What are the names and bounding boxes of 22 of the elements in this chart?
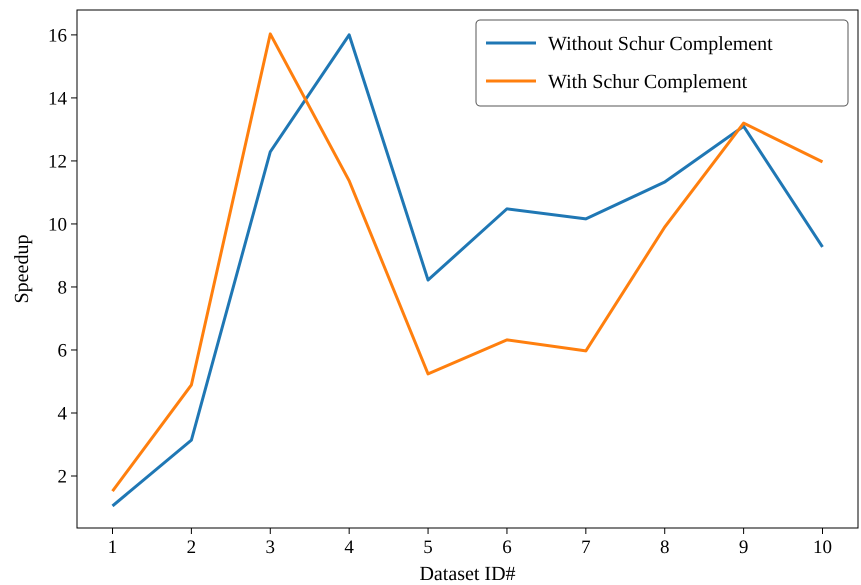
y-tick-label: 12 bbox=[48, 152, 67, 173]
x-tick-label: 6 bbox=[502, 537, 512, 558]
y-tick-label: 14 bbox=[48, 88, 68, 110]
y-tick-label: 10 bbox=[48, 214, 67, 236]
y-tick-label: 4 bbox=[58, 404, 68, 425]
x-axis-title: Dataset ID# bbox=[419, 563, 516, 585]
x-tick-label: 7 bbox=[581, 537, 591, 558]
x-tick-label: 9 bbox=[738, 537, 748, 558]
y-tick-label: 16 bbox=[48, 26, 67, 47]
x-tick-label: 2 bbox=[186, 537, 196, 558]
y-axis-title: Speedup bbox=[11, 234, 33, 304]
x-tick-label: 4 bbox=[344, 537, 354, 558]
x-tick-label: 8 bbox=[660, 537, 670, 558]
y-tick-label: 8 bbox=[58, 278, 67, 299]
x-tick-label: 5 bbox=[423, 537, 433, 558]
legend-label: Without Schur Complement bbox=[548, 33, 774, 55]
x-tick-label: 1 bbox=[108, 537, 118, 558]
y-tick-label: 2 bbox=[58, 466, 67, 488]
x-tick-label: 10 bbox=[813, 537, 832, 558]
y-tick-label: 6 bbox=[58, 340, 67, 362]
x-tick-label: 3 bbox=[266, 537, 276, 558]
legend-label: With Schur Complement bbox=[548, 71, 748, 93]
